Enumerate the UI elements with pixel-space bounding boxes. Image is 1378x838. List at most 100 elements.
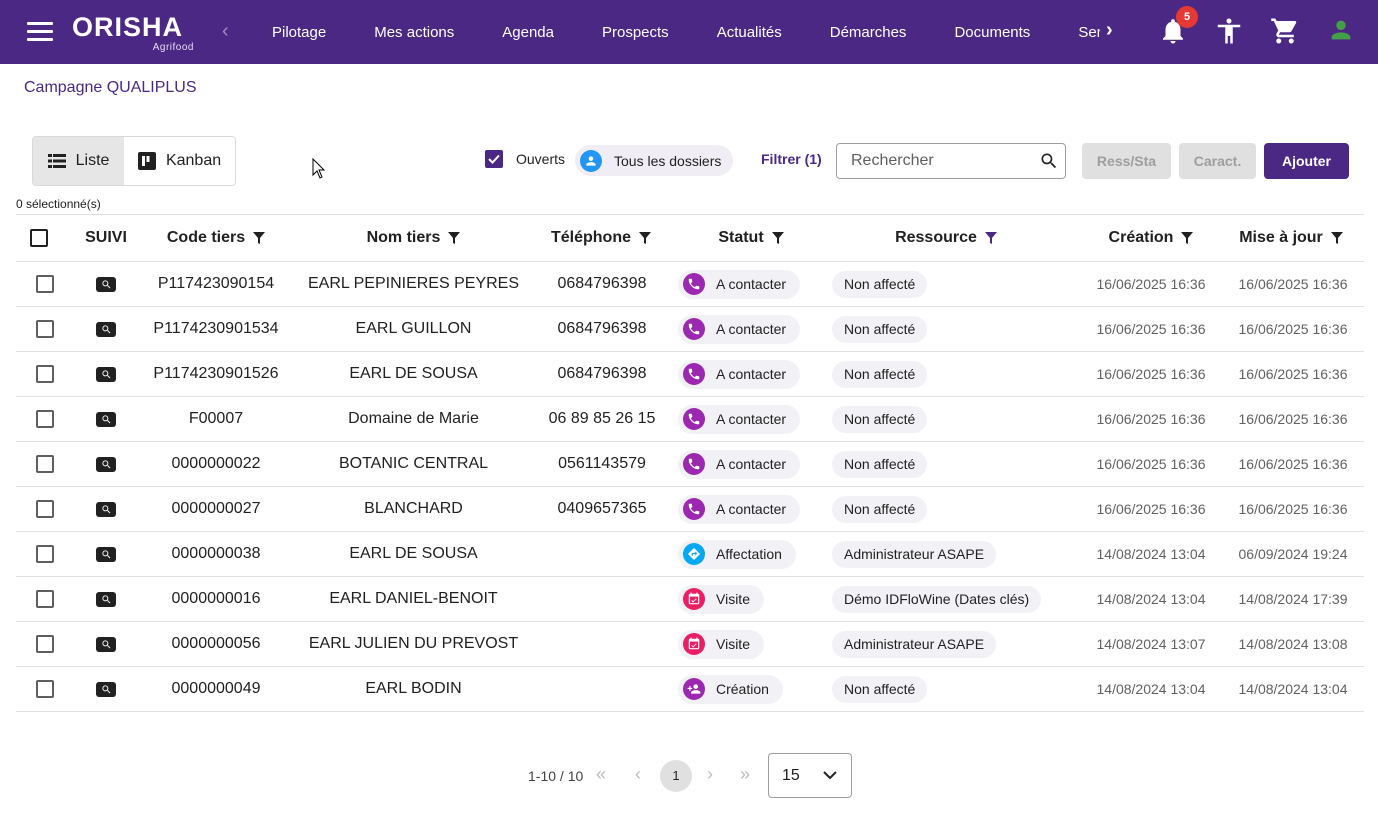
view-list-button[interactable]: Liste (33, 137, 125, 185)
filter-icon[interactable] (253, 232, 266, 244)
search-detail-icon[interactable] (96, 366, 116, 382)
last-page-icon[interactable]: » (740, 764, 751, 784)
status-chip[interactable]: A contacter (678, 269, 801, 299)
col-ressource[interactable]: Ressource (886, 215, 1006, 261)
search-detail-icon[interactable] (96, 501, 116, 517)
nav-item-3[interactable]: Prospects (601, 23, 669, 41)
resource-chip[interactable]: Démo IDFloWine (Dates clés) (832, 585, 1042, 613)
cart-icon[interactable] (1270, 16, 1300, 46)
user-avatar-icon[interactable] (1327, 16, 1357, 46)
nav-item-1[interactable]: Mes actions (374, 23, 455, 41)
resource-chip[interactable]: Non affecté (832, 360, 928, 388)
status-chip[interactable]: Affectation (678, 539, 796, 569)
prev-page-icon[interactable]: ‹ (635, 764, 641, 784)
status-chip[interactable]: A contacter (678, 404, 801, 434)
row-checkbox[interactable] (36, 590, 54, 608)
table-row[interactable]: P1174230901526 EARL DE SOUSA 0684796398 A c… (16, 352, 1364, 397)
nav-item-7[interactable]: Services (1078, 23, 1100, 41)
filter-icon[interactable] (771, 232, 784, 244)
nav-item-5[interactable]: Démarches (829, 23, 907, 41)
resource-chip[interactable]: Non affecté (832, 315, 928, 343)
status-chip[interactable]: A contacter (678, 449, 801, 479)
status-chip[interactable]: Visite (678, 584, 764, 614)
filter-icon[interactable] (1181, 232, 1194, 244)
row-checkbox[interactable] (36, 500, 54, 518)
nav-next-icon[interactable]: › (1106, 19, 1113, 41)
bell-icon[interactable] (1158, 16, 1188, 46)
first-page-icon[interactable]: « (596, 764, 607, 784)
page-size-select[interactable]: 15 (768, 753, 852, 798)
add-button[interactable]: Ajouter (1264, 143, 1349, 179)
ouverts-checkbox[interactable] (485, 150, 503, 168)
table-row[interactable]: P117423090154 EARL PEPINIERES PEYRES 06847… (16, 262, 1364, 307)
resource-chip[interactable]: Non affecté (832, 495, 928, 523)
row-checkbox[interactable] (36, 635, 54, 653)
dossiers-chip[interactable]: Tous les dossiers (575, 145, 733, 176)
breadcrumb[interactable]: Campagne QUALIPLUS (24, 79, 197, 96)
filter-icon[interactable] (639, 232, 651, 244)
table-row[interactable]: 0000000027 BLANCHARD 0409657365 A contacter… (16, 487, 1364, 532)
col-maj[interactable]: Mise à jour (1226, 215, 1356, 261)
col-tel[interactable]: Téléphone (536, 215, 666, 261)
nav-prev-icon[interactable]: ‹ (222, 20, 229, 42)
status-label: A contacter (716, 366, 787, 382)
logo[interactable]: ORISHA Agrifood (72, 12, 196, 54)
search-detail-icon[interactable] (96, 591, 116, 607)
search-detail-icon[interactable] (96, 411, 116, 427)
caract-button[interactable]: Caract. (1179, 143, 1256, 179)
status-chip[interactable]: Création (678, 674, 783, 704)
status-chip[interactable]: A contacter (678, 494, 801, 524)
row-checkbox[interactable] (36, 680, 54, 698)
resource-chip[interactable]: Administrateur ASAPE (832, 540, 997, 568)
search-detail-icon[interactable] (96, 276, 116, 292)
search-input[interactable] (851, 152, 1041, 170)
creation-cell: 14/08/2024 13:04 (1096, 591, 1206, 607)
row-checkbox[interactable] (36, 275, 54, 293)
table-row[interactable]: 0000000022 BOTANIC CENTRAL 0561143579 A con… (16, 442, 1364, 487)
nav-item-0[interactable]: Pilotage (272, 23, 327, 41)
resource-chip[interactable]: Non affecté (832, 675, 928, 703)
view-kanban-button[interactable]: Kanban (124, 137, 235, 185)
resource-chip[interactable]: Non affecté (832, 405, 928, 433)
resource-chip[interactable]: Non affecté (832, 270, 928, 298)
search-icon[interactable] (1039, 151, 1059, 171)
search-detail-icon[interactable] (96, 456, 116, 472)
col-creation[interactable]: Création (1091, 215, 1211, 261)
nav-item-4[interactable]: Actualités (716, 23, 782, 41)
search-detail-icon[interactable] (96, 321, 116, 337)
table-row[interactable]: P1174230901534 EARL GUILLON 0684796398 A co… (16, 307, 1364, 352)
row-checkbox[interactable] (36, 320, 54, 338)
menu-icon[interactable] (27, 22, 53, 42)
table-row[interactable]: 0000000049 EARL BODIN Création Non affecté 1… (16, 667, 1364, 712)
search-detail-icon[interactable] (96, 681, 116, 697)
accessibility-icon[interactable] (1214, 16, 1244, 46)
filter-active-icon[interactable] (984, 232, 997, 244)
status-chip[interactable]: A contacter (678, 359, 801, 389)
table-row[interactable]: 0000000016 EARL DANIEL-BENOIT Visite Démo I… (16, 577, 1364, 622)
search-detail-icon[interactable] (96, 546, 116, 562)
nav-item-2[interactable]: Agenda (502, 23, 554, 41)
ress-sta-button[interactable]: Ress/Sta (1082, 143, 1171, 179)
resource-chip[interactable]: Non affecté (832, 450, 928, 478)
nav-item-6[interactable]: Documents (954, 23, 1031, 41)
row-checkbox[interactable] (36, 455, 54, 473)
filter-icon[interactable] (1330, 232, 1343, 244)
filter-icon[interactable] (448, 232, 461, 244)
search-detail-icon[interactable] (96, 636, 116, 652)
row-checkbox[interactable] (36, 365, 54, 383)
page-button[interactable]: 1 (660, 760, 692, 792)
col-nom[interactable]: Nom tiers (326, 215, 501, 261)
row-checkbox[interactable] (36, 410, 54, 428)
row-checkbox[interactable] (36, 545, 54, 563)
resource-chip[interactable]: Administrateur ASAPE (832, 630, 997, 658)
table-row[interactable]: F00007 Domaine de Marie 06 89 85 26 15 A co… (16, 397, 1364, 442)
status-chip[interactable]: A contacter (678, 314, 801, 344)
status-chip[interactable]: Visite (678, 629, 764, 659)
filter-button[interactable]: Filtrer (1) (761, 151, 822, 167)
col-code[interactable]: Code tiers (146, 215, 286, 261)
table-row[interactable]: 0000000038 EARL DE SOUSA Affectation Admini… (16, 532, 1364, 577)
select-all-checkbox[interactable] (30, 229, 48, 247)
col-statut[interactable]: Statut (701, 215, 801, 261)
next-page-icon[interactable]: › (707, 764, 713, 784)
table-row[interactable]: 0000000056 EARL JULIEN DU PREVOST Visite Ad… (16, 622, 1364, 667)
